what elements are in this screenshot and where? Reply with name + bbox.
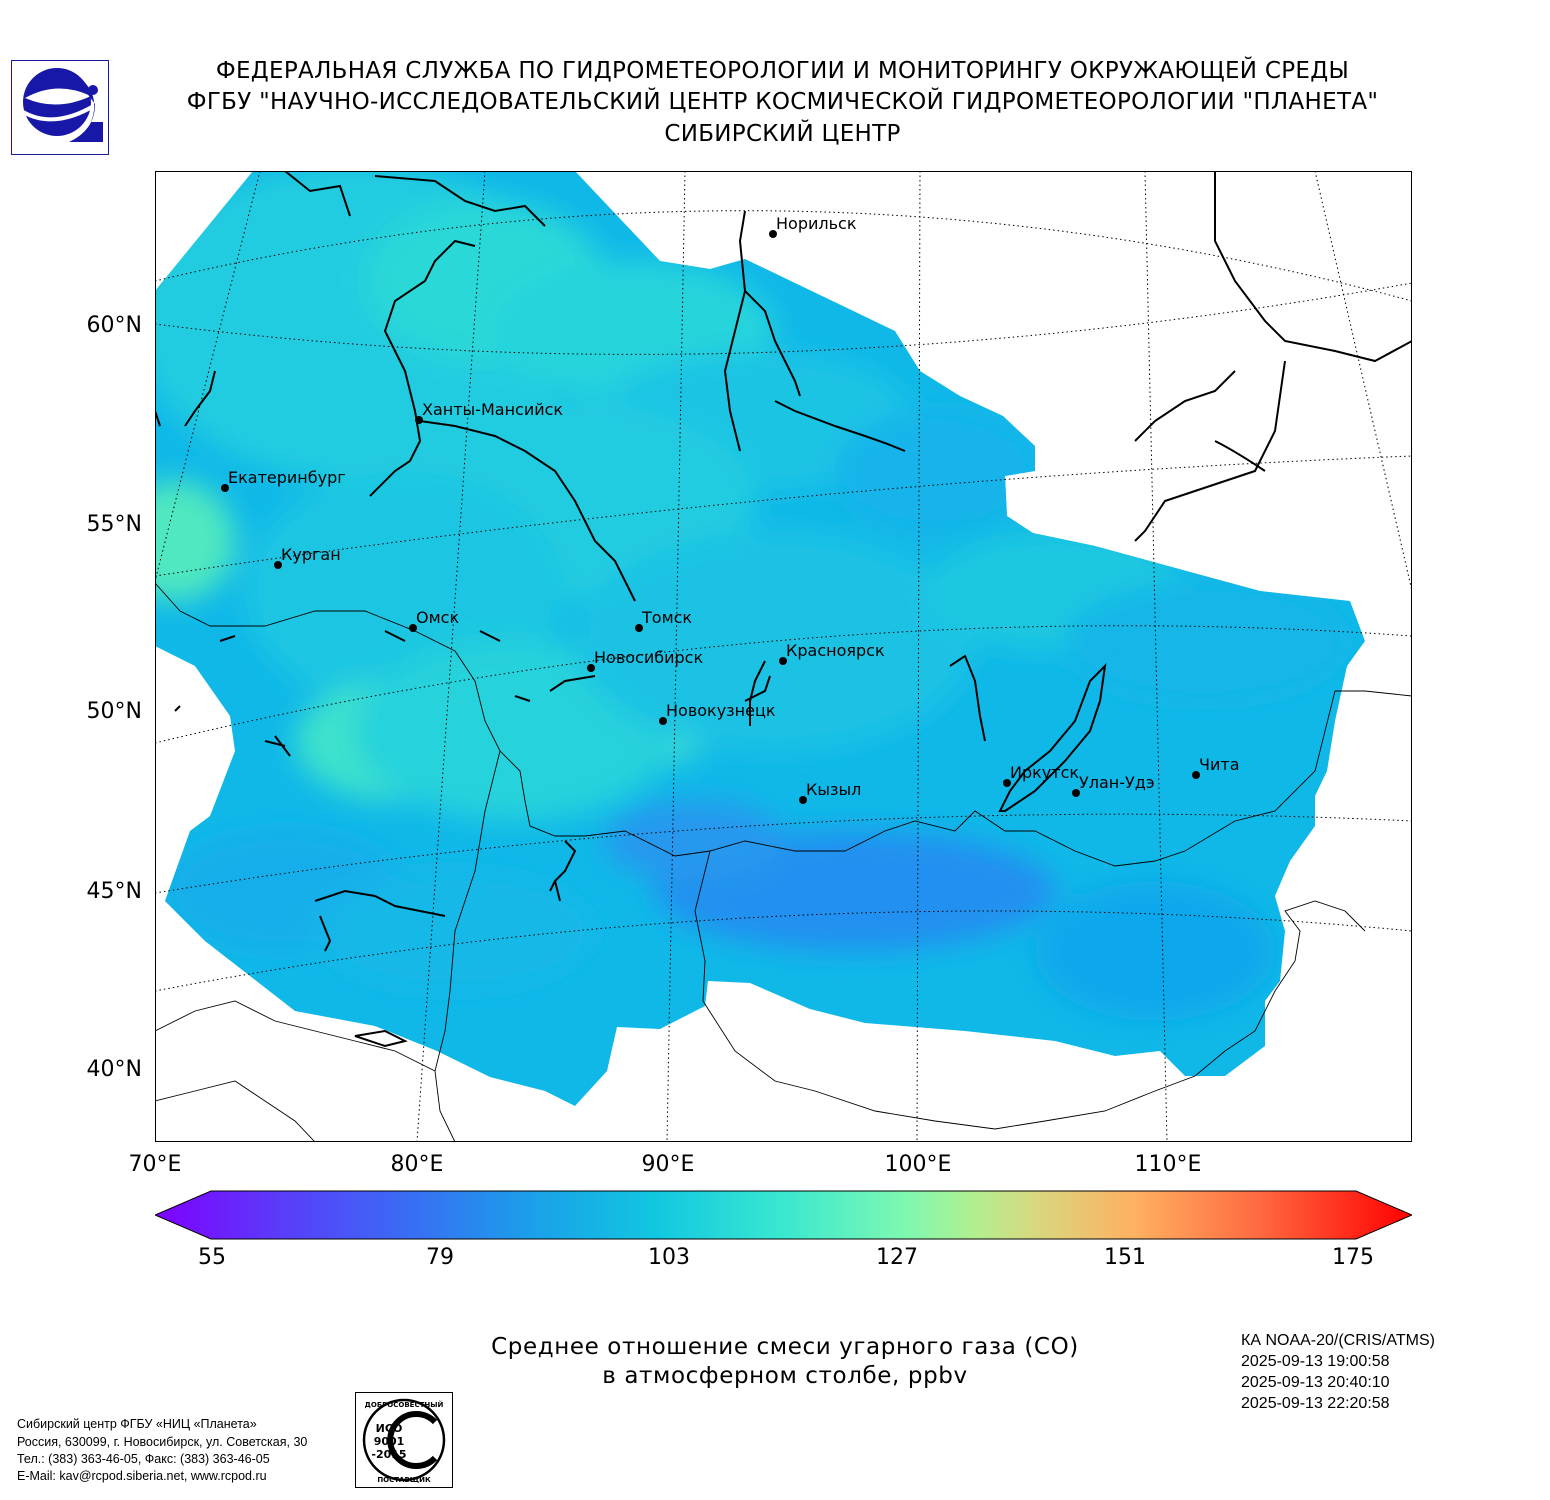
iso-bottom-text: ПОСТАВЩИК (377, 1476, 431, 1484)
iso-top-text: ДОБРОСОВЕСТНЫЙ (365, 1400, 444, 1409)
satellite-time: 2025-09-13 20:40:10 (1241, 1374, 1390, 1391)
city-label: Новокузнецк (666, 701, 776, 720)
city-marker (587, 664, 595, 672)
city-label: Улан-Удэ (1079, 773, 1155, 792)
lat-label: 40°N (86, 1057, 142, 1082)
city-label: Кызыл (806, 780, 862, 799)
city-marker (659, 717, 667, 725)
colorbar-tick: 151 (1104, 1245, 1146, 1270)
lon-label: 100°E (884, 1152, 952, 1177)
caption-line2: в атмосферном столбе, ppbv (602, 1363, 968, 1389)
city-label: Курган (281, 545, 341, 564)
satellite-time: 2025-09-13 19:00:58 (1241, 1353, 1390, 1370)
lat-label: 60°N (86, 313, 142, 338)
header-title-line1: ФЕДЕРАЛЬНАЯ СЛУЖБА ПО ГИДРОМЕТЕОРОЛОГИИ … (215, 58, 1350, 84)
lat-label: 45°N (86, 879, 142, 904)
city-label: Томск (642, 608, 693, 627)
contact-line: Тел.: (383) 363-46-05, Факс: (383) 363-4… (17, 1452, 270, 1466)
city-label: Красноярск (786, 641, 885, 660)
colorbar-tick: 55 (198, 1245, 226, 1270)
colorbar (153, 1190, 1414, 1240)
caption-line1: Среднее отношение смеси угарного газа (C… (491, 1334, 1079, 1360)
city-label: Ханты-Мансийск (422, 400, 564, 419)
city-marker (635, 624, 643, 632)
lat-label: 50°N (86, 699, 142, 724)
iso-year: -2015 (371, 1448, 406, 1461)
colorbar-tick: 175 (1332, 1245, 1374, 1270)
city-label: Норильск (776, 214, 857, 233)
iso-badge: ДОБРОСОВЕСТНЫЙ ИСО 9001 -2015 ПОСТАВЩИК (355, 1392, 453, 1488)
city-marker (409, 624, 417, 632)
city-marker (274, 561, 282, 569)
header-title-line3: СИБИРСКИЙ ЦЕНТР (664, 121, 901, 147)
colorbar-tick: 79 (426, 1245, 454, 1270)
lon-label: 110°E (1134, 1152, 1202, 1177)
city-marker (221, 484, 229, 492)
iso-number: 9001 (374, 1435, 405, 1448)
colorbar-tick: 103 (648, 1245, 690, 1270)
city-label: Чита (1199, 755, 1240, 774)
colorbar-tick: 127 (876, 1245, 918, 1270)
city-marker (769, 230, 777, 238)
lon-label: 80°E (390, 1152, 444, 1177)
city-marker (1072, 789, 1080, 797)
lon-label: 70°E (128, 1152, 182, 1177)
lon-label: 90°E (641, 1152, 695, 1177)
satellite-time: 2025-09-13 22:20:58 (1241, 1395, 1390, 1412)
contact-line: Сибирский центр ФГБУ «НИЦ «Планета» (17, 1417, 257, 1431)
map-panel: Норильск Ханты-Мансийск Екатеринбург Курган… (155, 171, 1412, 1142)
header-title-line2: ФГБУ "НАУЧНО-ИССЛЕДОВАТЕЛЬСКИЙ ЦЕНТР КОС… (186, 89, 1379, 115)
satellite-name: КА NOAA-20/(CRIS/ATMS) (1241, 1332, 1435, 1349)
contact-line: E-Mail: kav@rcpod.siberia.net, www.rcpod… (17, 1469, 267, 1483)
lat-label: 55°N (86, 512, 142, 537)
iso-code: ИСО (376, 1422, 403, 1435)
contact-line: Россия, 630099, г. Новосибирск, ул. Сове… (17, 1435, 308, 1449)
city-marker (415, 416, 423, 424)
city-marker (799, 796, 807, 804)
city-marker (779, 657, 787, 665)
city-label: Екатеринбург (228, 468, 346, 487)
city-marker (1003, 779, 1011, 787)
planeta-logo (11, 60, 109, 155)
city-label: Омск (416, 608, 460, 627)
city-label: Иркутск (1010, 763, 1080, 782)
city-label: Новосибирск (594, 648, 704, 667)
city-marker (1192, 771, 1200, 779)
